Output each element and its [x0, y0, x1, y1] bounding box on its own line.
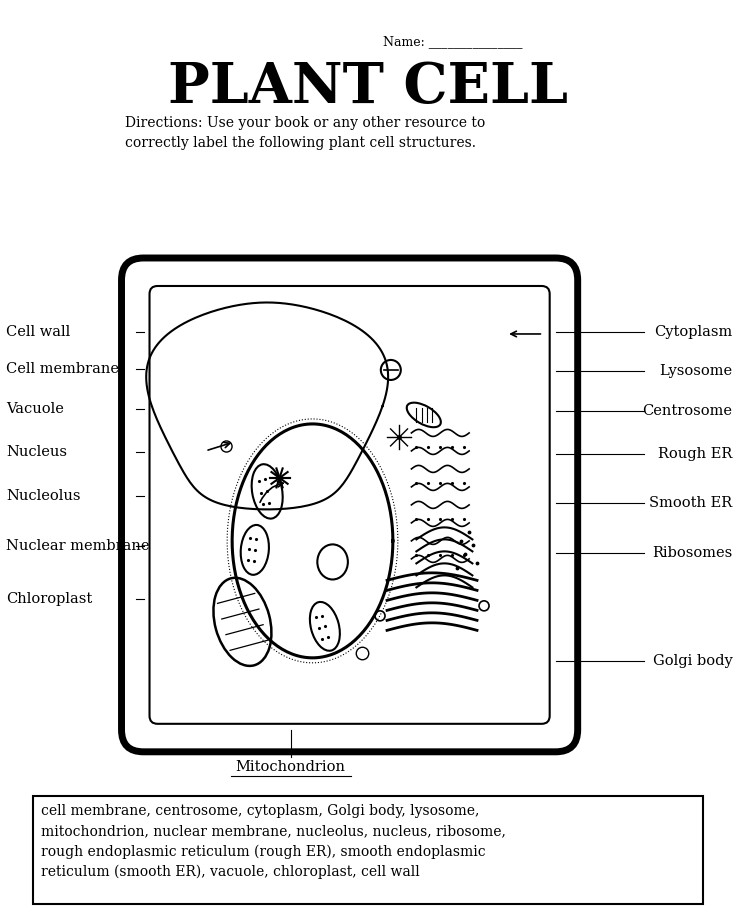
Text: Ribosomes: Ribosomes [652, 545, 732, 560]
Text: Name: _______________: Name: _______________ [383, 35, 523, 48]
Text: Directions: Use your book or any other resource to
correctly label the following: Directions: Use your book or any other r… [125, 116, 485, 151]
Text: Lysosome: Lysosome [659, 364, 732, 378]
Text: Cell wall: Cell wall [6, 325, 70, 340]
Text: Chloroplast: Chloroplast [6, 591, 92, 606]
Text: PLANT CELL: PLANT CELL [168, 60, 568, 115]
Text: cell membrane, centrosome, cytoplasm, Golgi body, lysosome,
mitochondrion, nucle: cell membrane, centrosome, cytoplasm, Go… [41, 804, 506, 879]
Text: Smooth ER: Smooth ER [649, 496, 732, 510]
Text: Vacuole: Vacuole [6, 401, 64, 416]
Text: Golgi body: Golgi body [653, 654, 732, 668]
Text: Nucleus: Nucleus [6, 444, 67, 459]
Text: Cell membrane: Cell membrane [6, 362, 119, 376]
Text: Centrosome: Centrosome [643, 404, 732, 419]
Text: Rough ER: Rough ER [658, 447, 732, 462]
Text: Nucleolus: Nucleolus [6, 488, 80, 503]
FancyBboxPatch shape [121, 258, 578, 752]
FancyBboxPatch shape [33, 796, 703, 904]
Text: Nuclear membrane: Nuclear membrane [6, 539, 149, 554]
Text: Cytoplasm: Cytoplasm [654, 325, 732, 340]
Text: Mitochondrion: Mitochondrion [236, 759, 346, 774]
